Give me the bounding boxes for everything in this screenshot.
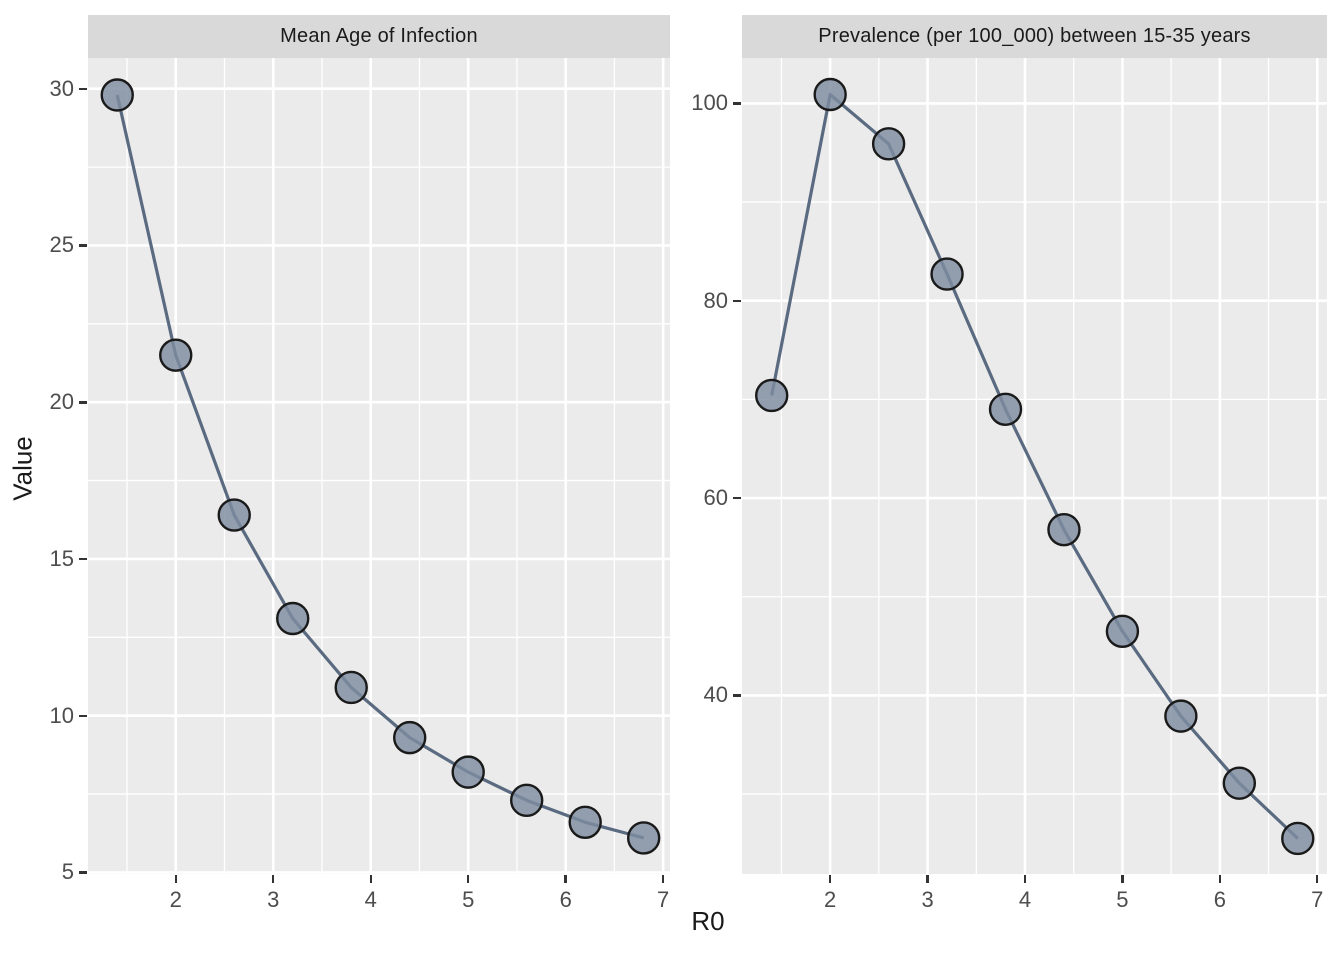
y-axis-tick — [733, 102, 741, 105]
data-point — [568, 805, 602, 839]
data-point — [871, 127, 906, 161]
x-axis-tick — [1023, 875, 1027, 883]
y-tick-label: 25 — [49, 232, 74, 258]
y-tick-label: 5 — [61, 859, 74, 885]
data-point — [451, 755, 485, 789]
y-axis-tick — [79, 871, 87, 874]
y-tick-label: 40 — [703, 682, 728, 708]
data-point — [1164, 699, 1198, 733]
data-point — [100, 78, 134, 112]
x-axis-tick — [369, 875, 372, 883]
y-tick-label: 80 — [703, 287, 728, 313]
x-axis-tick — [272, 875, 275, 883]
x-tick-label: 7 — [657, 887, 670, 912]
data-point — [626, 821, 661, 855]
x-axis-title: R0 — [691, 906, 725, 936]
data-point — [509, 783, 544, 818]
y-axis-tick — [733, 299, 741, 303]
x-axis-tick — [1316, 875, 1319, 883]
x-tick-label: 4 — [1018, 887, 1032, 912]
data-point — [1281, 821, 1315, 856]
x-axis-tick — [926, 875, 929, 883]
y-axis-tick — [79, 401, 87, 404]
data-point — [930, 257, 964, 291]
data-point — [334, 670, 368, 705]
y-axis-tick — [733, 694, 741, 697]
panel-mean-age-of-infection — [88, 58, 670, 874]
x-axis-tick — [467, 875, 470, 883]
data-point — [988, 392, 1023, 426]
y-axis-tick — [733, 497, 741, 500]
y-axis-tick — [79, 87, 87, 91]
trend-line — [770, 92, 1299, 840]
data-point — [393, 720, 427, 755]
y-axis-tick — [79, 244, 87, 247]
facet-strip-title: Mean Age of Infection — [280, 25, 478, 47]
panel-background — [88, 58, 670, 874]
x-tick-label: 6 — [1213, 887, 1226, 912]
facet-strip-mean-age: Mean Age of Infection — [88, 15, 670, 58]
trend-line — [115, 94, 645, 840]
x-tick-label: 4 — [364, 887, 377, 912]
y-axis-tick — [79, 714, 87, 718]
data-point — [159, 338, 193, 372]
x-axis-tick — [828, 875, 832, 883]
y-tick-label: 60 — [703, 485, 728, 511]
data-point — [755, 378, 789, 413]
x-axis-tick — [1218, 875, 1222, 883]
x-tick-label: 5 — [1116, 887, 1129, 912]
x-tick-label: 2 — [824, 887, 837, 912]
y-tick-label: 100 — [691, 90, 728, 116]
y-axis-title: Value — [7, 436, 38, 501]
x-tick-label: 3 — [267, 887, 280, 912]
chart-canvas — [88, 58, 670, 874]
x-axis-tick — [1121, 875, 1124, 883]
y-axis-tick — [79, 557, 87, 561]
x-axis-tick — [661, 875, 665, 883]
x-axis-tick — [564, 875, 567, 883]
x-tick-label: 3 — [921, 887, 934, 912]
y-tick-label: 30 — [49, 75, 74, 101]
facet-strip-title: Prevalence (per 100_000) between 15-35 y… — [818, 25, 1251, 47]
x-tick-label: 6 — [559, 887, 572, 912]
data-point — [813, 77, 847, 112]
x-tick-label: 5 — [462, 887, 475, 912]
data-point — [1047, 512, 1081, 547]
y-tick-label: 10 — [49, 702, 74, 728]
data-point — [276, 601, 310, 636]
y-tick-label: 20 — [49, 389, 74, 415]
x-tick-label: 2 — [169, 887, 182, 912]
x-tick-label: 7 — [1311, 887, 1324, 912]
facet-strip-prevalence: Prevalence (per 100_000) between 15-35 y… — [742, 15, 1327, 58]
x-axis-tick — [174, 875, 177, 883]
panel-prevalence — [742, 58, 1327, 874]
chart-canvas — [742, 58, 1327, 874]
data-point — [1105, 614, 1140, 648]
data-point — [1222, 766, 1257, 800]
data-point — [217, 498, 251, 532]
y-tick-label: 15 — [49, 545, 74, 571]
